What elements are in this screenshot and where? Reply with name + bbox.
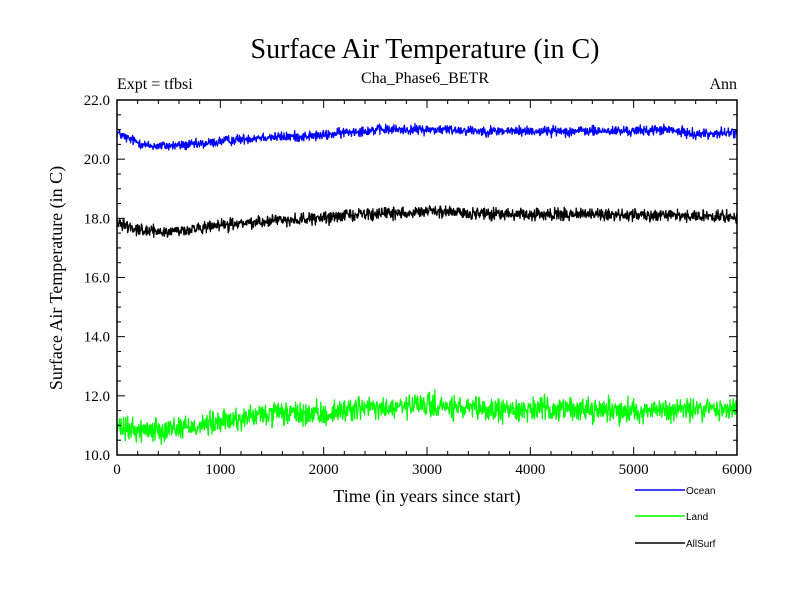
experiment-label: Expt = tfbsi [117,76,193,93]
x-tick-label: 3000 [412,462,442,478]
y-tick-label: 14.0 [84,330,110,346]
legend-label-allsurf: AllSurf [686,539,716,550]
y-tick-label: 10.0 [84,448,110,464]
y-tick-label: 16.0 [84,271,110,287]
x-tick-label: 0 [113,462,121,478]
legend-label-ocean: Ocean [686,486,715,497]
y-axis-label: Surface Air Temperature (in C) [46,166,67,390]
series-line-ocean [116,122,738,151]
chart-title: Surface Air Temperature (in C) [251,34,600,65]
x-tick-label: 6000 [722,462,752,478]
legend: Ocean Land AllSurf [635,486,716,550]
x-tick-label: 4000 [515,462,545,478]
x-axis-label: Time (in years since start) [333,486,520,507]
case-label: Cha_Phase6_BETR [361,70,489,87]
x-tick-label: 2000 [309,462,339,478]
y-tick-label: 18.0 [84,211,110,227]
series-layer [116,122,738,445]
series-line-land [116,389,738,445]
legend-label-land: Land [686,512,708,523]
plot-frame [116,99,738,456]
ticks-layer: 0 1000 2000 3000 4000 5000 6000 10.0 12.0 14.0 16.… [84,93,752,478]
y-tick-label: 12.0 [84,389,110,405]
period-label: Ann [709,76,737,93]
series-line-allsurf [116,205,738,239]
y-tick-label: 22.0 [84,93,110,109]
y-tick-label: 20.0 [84,152,110,168]
x-tick-label: 1000 [205,462,235,478]
x-tick-label: 5000 [619,462,649,478]
